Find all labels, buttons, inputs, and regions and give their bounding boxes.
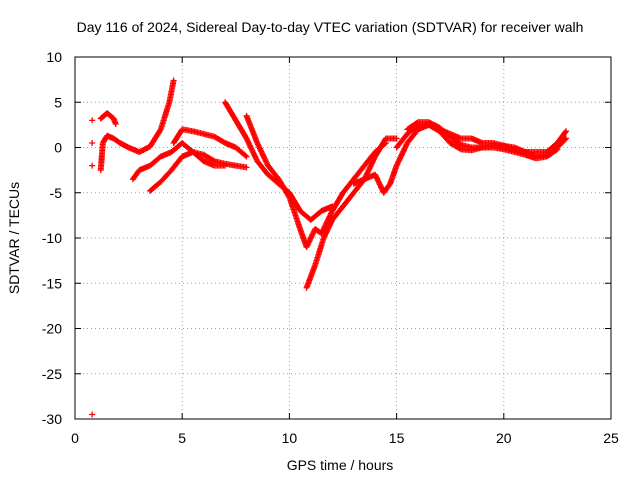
data-point [89,162,96,169]
series-track-f [222,99,336,223]
data-point [254,139,271,168]
data-point [447,133,463,147]
data-point [286,194,303,231]
x-axis-label: GPS time / hours [287,457,394,473]
y-axis-label: SDTVAR / TECUs [6,182,22,294]
x-tick-label: 5 [178,430,186,446]
data-point [404,119,420,133]
series-track-d [147,149,250,194]
data-point [110,135,122,146]
gridlines [75,57,611,419]
series-track-g [243,112,389,251]
data-point [425,119,442,130]
data-point [200,151,217,164]
series-track-b [97,77,177,174]
y-tick-label: -30 [42,411,62,427]
x-tick-label: 25 [603,430,619,446]
data-point [211,133,227,146]
series-track-k [404,119,561,162]
data-point [404,127,421,146]
data-point [340,190,356,210]
y-tick-label: 0 [54,140,62,156]
x-tick-label: 0 [71,430,79,446]
data-point [387,163,400,187]
data-point [393,141,410,169]
y-tick-label: -5 [50,185,63,201]
data-point [99,133,110,146]
data-point [382,135,400,142]
chart-title: Day 116 of 2024, Sidereal Day-to-day VTE… [77,19,584,35]
y-tick-label: 10 [46,49,62,65]
data-point [147,179,163,194]
data-point [436,128,453,145]
data-point [303,227,318,251]
data-point [303,263,318,291]
data-point [312,236,327,269]
data-point [170,127,185,146]
data-point [361,150,378,169]
data-point [232,144,250,160]
data-point [447,139,463,152]
data-point [340,177,356,196]
data-point [189,128,206,137]
data-point [243,112,260,145]
data-point [275,176,292,199]
data-point [147,154,163,169]
y-tick-label: -20 [42,321,62,337]
data-point [243,135,260,163]
data-point [350,163,367,183]
data-point [89,117,96,124]
data-point [436,124,453,139]
y-tick-label: -25 [42,366,62,382]
data-point [329,204,346,223]
data-point [97,141,106,174]
series-track-a [97,110,119,127]
data-marks [89,77,569,418]
data-point [89,411,96,418]
data-point [136,144,152,156]
y-tick-label: -10 [42,230,62,246]
data-point [393,132,410,151]
data-point [104,110,116,121]
series-outliers [89,117,96,418]
data-point [372,136,389,160]
data-point [254,158,270,177]
data-point [147,127,163,150]
data-point [222,160,238,169]
x-tick-label: 20 [496,430,512,446]
data-point [157,100,172,133]
data-point [318,209,335,237]
data-point [264,162,281,181]
data-point [168,154,185,174]
data-point [129,168,142,183]
data-point [166,77,177,106]
data-point [543,146,561,160]
x-tick-label: 10 [282,430,298,446]
data-point [554,128,569,146]
axis-ticks: 0 5 10 15 20 25 10 5 0 -5 -10 -15 -20 -25 -30 [42,49,619,446]
data-point [157,168,174,185]
data-point [232,162,250,171]
y-tick-label: 5 [54,94,62,110]
data-point [380,181,393,196]
data-point [232,117,249,141]
data-point [320,218,335,241]
plot-frame [74,56,612,420]
data-point [222,99,239,123]
data-point [307,208,324,223]
data-point [264,171,281,186]
x-tick-label: 15 [389,430,405,446]
series-track-h [303,135,400,291]
series-track-e [170,126,250,160]
data-point [89,139,96,146]
y-tick-label: -15 [42,275,62,291]
data-point [110,115,119,127]
data-point [372,171,387,195]
data-point [329,191,346,214]
